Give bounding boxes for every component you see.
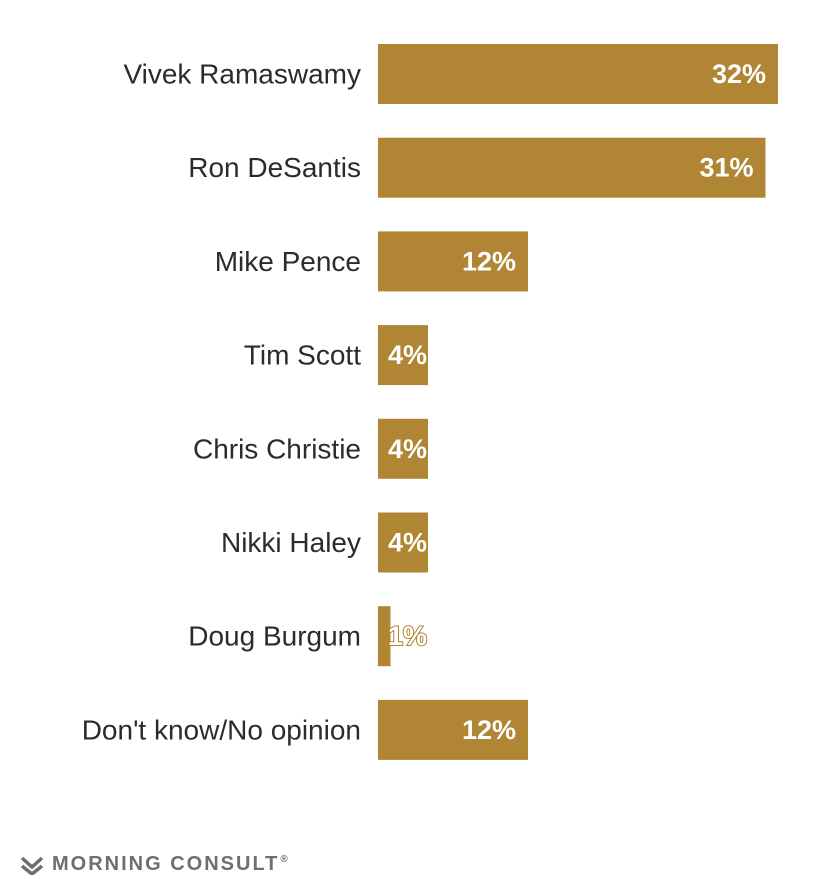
brand-footer: MORNING CONSULT® bbox=[20, 853, 288, 876]
value-label-don-t-know-no-opinion: 12% bbox=[462, 715, 516, 745]
bar-chris-christie bbox=[378, 418, 428, 479]
value-label-mike-pence: 12% bbox=[462, 246, 516, 276]
brand-registered-mark: ® bbox=[280, 854, 288, 865]
value-label-vivek-ramaswamy: 32% bbox=[712, 59, 766, 89]
category-label-chris-christie: Chris Christie bbox=[193, 433, 361, 464]
bar-ron-desantis bbox=[378, 137, 766, 198]
category-label-don-t-know-no-opinion: Don't know/No opinion bbox=[82, 714, 361, 745]
category-label-doug-burgum: Doug Burgum bbox=[188, 621, 361, 652]
bar-vivek-ramaswamy bbox=[378, 44, 778, 104]
value-label-nikki-haley: 4% bbox=[388, 528, 427, 558]
brand-name: MORNING CONSULT® bbox=[52, 853, 288, 875]
bar-chart: Vivek Ramaswamy 32% Ron DeSantis 31% Mike Pe… bbox=[82, 44, 778, 760]
category-label-ron-desantis: Ron DeSantis bbox=[188, 152, 361, 183]
bar-mike-pence bbox=[378, 231, 528, 292]
value-label-ron-desantis: 31% bbox=[699, 153, 753, 183]
bar-doug-burgum bbox=[378, 606, 391, 667]
bar-don-t-know-no-opinion bbox=[378, 699, 528, 760]
category-label-mike-pence: Mike Pence bbox=[215, 246, 361, 277]
bar-nikki-haley bbox=[378, 512, 428, 573]
bar-tim-scott bbox=[378, 325, 428, 386]
category-label-tim-scott: Tim Scott bbox=[244, 340, 361, 371]
morning-consult-logo-icon bbox=[20, 856, 44, 875]
value-label-tim-scott: 4% bbox=[388, 340, 427, 370]
value-label-doug-burgum: 1% bbox=[388, 621, 427, 651]
category-label-vivek-ramaswamy: Vivek Ramaswamy bbox=[123, 59, 361, 90]
category-label-nikki-haley: Nikki Haley bbox=[221, 527, 361, 558]
value-label-chris-christie: 4% bbox=[388, 434, 427, 464]
